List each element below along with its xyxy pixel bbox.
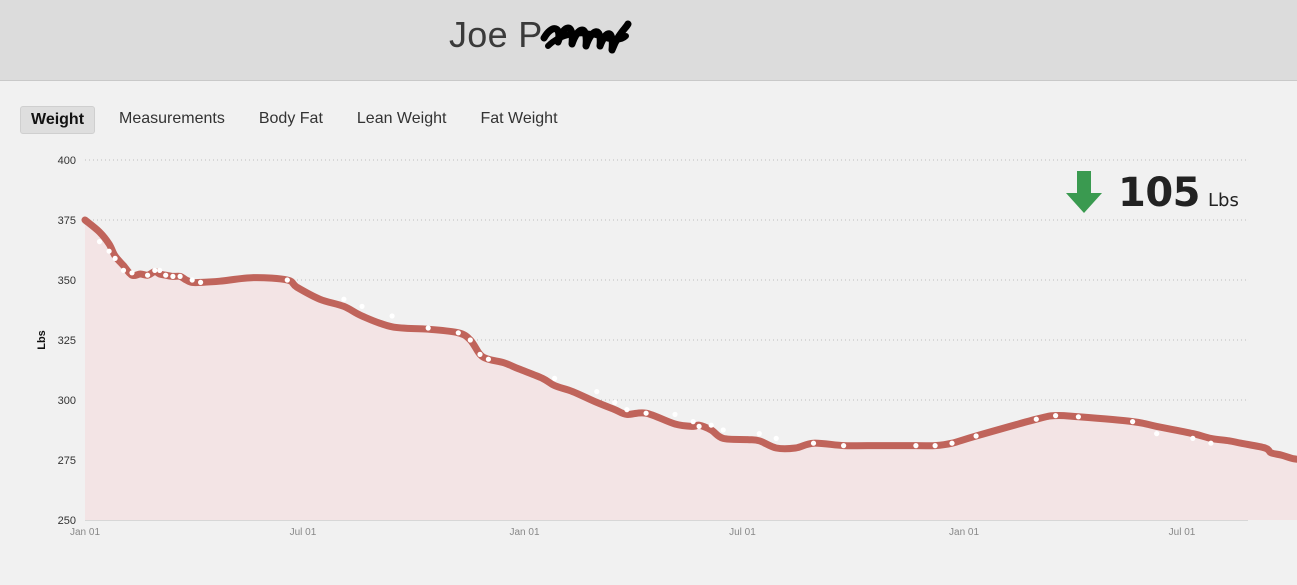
data-point <box>932 443 938 449</box>
data-point <box>1075 414 1081 420</box>
data-point <box>841 443 847 449</box>
weight-area-fill <box>85 220 1297 520</box>
data-point <box>455 330 461 336</box>
x-tick-label: Jul 01 <box>729 527 756 538</box>
tab-lean-weight[interactable]: Lean Weight <box>356 110 447 127</box>
weight-change-value: 105 <box>1118 170 1201 216</box>
x-tick-label: Jan 01 <box>949 527 979 538</box>
data-point <box>485 356 491 362</box>
data-point <box>612 399 618 405</box>
data-point <box>389 313 395 319</box>
data-point <box>690 419 696 425</box>
weight-series-line <box>81 216 1297 463</box>
data-point <box>810 440 817 446</box>
data-point <box>477 351 483 357</box>
data-point <box>1033 416 1039 422</box>
data-point <box>1190 435 1196 441</box>
redaction-scribble <box>540 20 632 54</box>
data-point <box>624 407 630 413</box>
weight-change-summary: 105 Lbs <box>1064 168 1239 218</box>
data-point <box>170 273 176 279</box>
data-point <box>594 389 600 395</box>
data-point <box>112 255 118 261</box>
tab-fat-weight[interactable]: Fat Weight <box>480 110 558 127</box>
data-point <box>696 423 702 429</box>
data-point <box>152 267 158 273</box>
data-point <box>189 277 195 283</box>
data-point <box>96 239 103 245</box>
data-point <box>720 427 726 433</box>
data-point <box>163 272 169 278</box>
data-point <box>773 435 779 441</box>
data-point <box>425 325 431 331</box>
metric-tabs: Weight Measurements Body Fat Lean Weight… <box>20 106 582 134</box>
data-point <box>643 410 649 416</box>
data-point <box>756 431 762 437</box>
x-tick-label: Jul 01 <box>290 527 317 538</box>
y-tick-label: 350 <box>58 275 76 287</box>
app-header: Joe P <box>0 0 1297 81</box>
data-point <box>198 279 204 285</box>
x-tick-label: Jul 01 <box>1169 527 1196 538</box>
data-point <box>359 303 365 309</box>
tab-measurements[interactable]: Measurements <box>119 110 225 127</box>
y-tick-label: 325 <box>58 335 76 347</box>
data-point <box>341 296 347 302</box>
data-point <box>708 422 714 428</box>
data-point <box>106 248 112 254</box>
data-point <box>157 267 163 273</box>
y-tick-label: 300 <box>58 395 76 407</box>
down-arrow-icon <box>1066 171 1102 213</box>
data-point <box>1154 431 1160 437</box>
data-point <box>284 277 290 283</box>
y-tick-label: 275 <box>58 455 76 467</box>
data-point <box>949 440 955 446</box>
data-point <box>552 375 558 381</box>
data-point <box>129 270 135 276</box>
y-tick-label: 400 <box>58 155 76 167</box>
data-point <box>1053 413 1059 419</box>
data-point <box>145 272 151 278</box>
tab-weight[interactable]: Weight <box>20 106 96 134</box>
tab-body-fat[interactable]: Body Fat <box>258 110 323 127</box>
data-point <box>177 273 183 279</box>
x-tick-label: Jan 01 <box>510 527 540 538</box>
user-name: Joe P <box>449 14 543 55</box>
x-tick-label: Jan 01 <box>70 527 100 538</box>
y-tick-label: 375 <box>58 215 76 227</box>
data-point <box>672 411 678 417</box>
y-tick-label: 250 <box>58 515 76 527</box>
weight-markers <box>96 239 1214 449</box>
data-point <box>913 443 919 449</box>
y-axis-title: Lbs <box>36 330 48 350</box>
data-point <box>973 433 979 439</box>
x-axis-ticks: Jan 01 Jul 01 Jan 01 Jul 01 Jan 01 Jul 01 <box>70 527 1196 538</box>
weight-change-unit: Lbs <box>1208 189 1239 211</box>
data-point <box>1130 419 1136 425</box>
y-axis-ticks: 250 275 300 325 350 375 400 <box>58 155 76 527</box>
data-point <box>1208 440 1214 446</box>
data-point <box>120 267 127 273</box>
data-point <box>467 337 473 343</box>
